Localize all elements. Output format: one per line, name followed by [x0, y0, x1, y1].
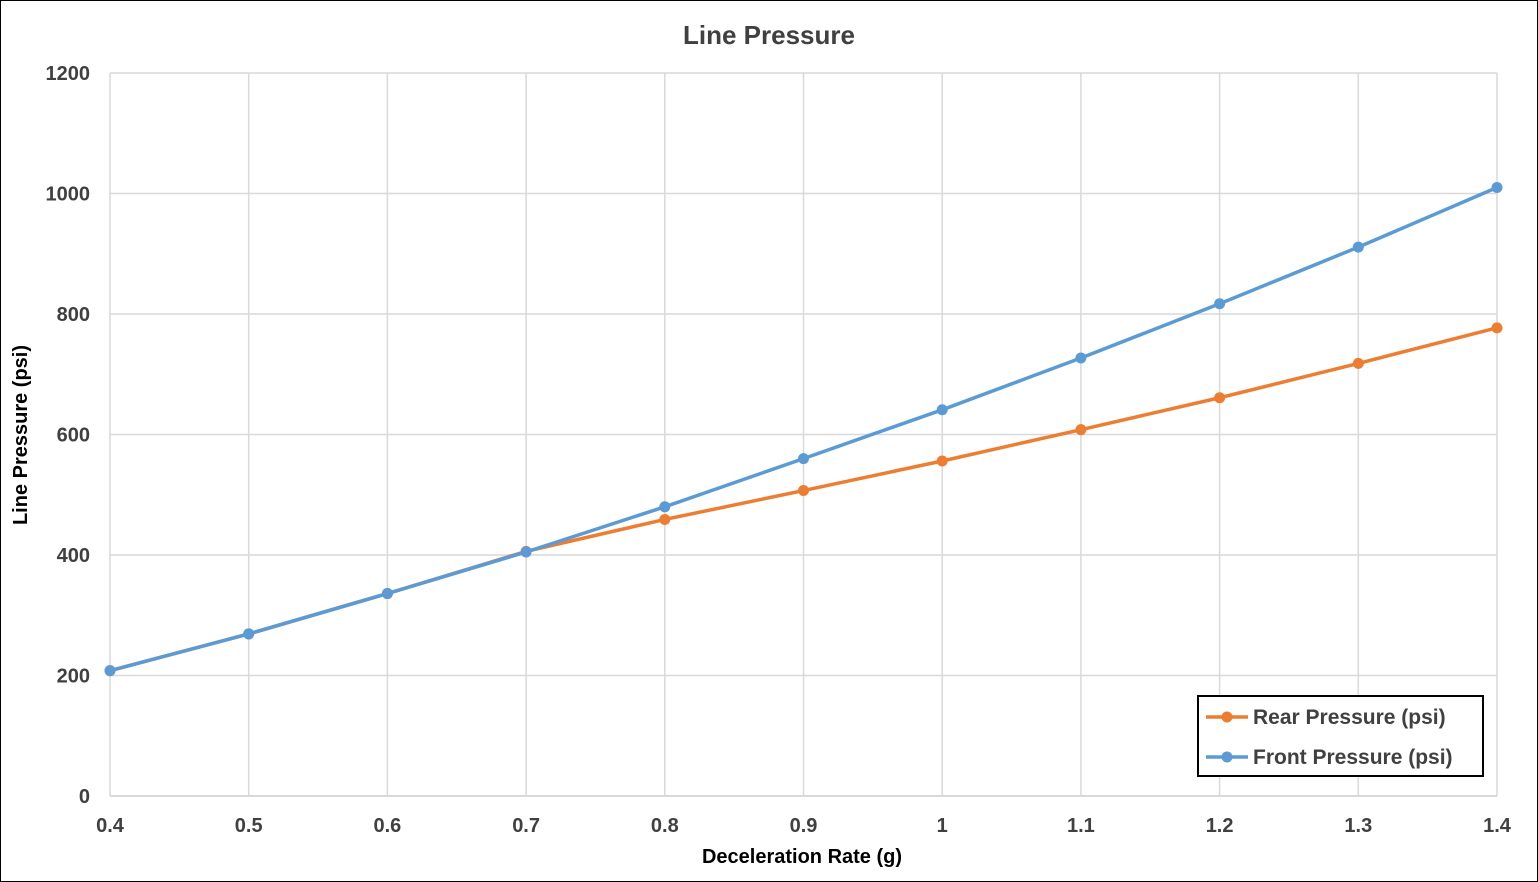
y-tick-label: 1200	[46, 63, 91, 85]
y-axis-label: Line Pressure (psi)	[10, 345, 32, 525]
legend-label: Rear Pressure (psi)	[1253, 706, 1446, 729]
series-0-point	[798, 485, 809, 497]
series-1-point	[104, 665, 116, 677]
series-1-point	[936, 404, 948, 416]
x-tick-label: 0.6	[373, 815, 401, 837]
x-tick-label: 1.4	[1483, 815, 1512, 837]
series-1-point	[1214, 298, 1226, 310]
y-tick-label: 0	[79, 786, 90, 808]
legend-swatch-marker	[1221, 711, 1233, 723]
y-tick-label: 1000	[46, 184, 91, 206]
x-tick-label: 1.2	[1206, 815, 1234, 837]
series-1-point	[659, 501, 671, 513]
series-1-point	[381, 588, 393, 600]
series-lines	[104, 181, 1503, 677]
series-0-point	[1075, 424, 1087, 436]
series-1-point	[243, 628, 255, 640]
y-axis-ticks: 0 200 400 600 800 1000 1200	[46, 63, 91, 808]
chart-title: Line Pressure	[683, 20, 855, 50]
series-1-point	[1491, 181, 1503, 193]
y-tick-label: 600	[57, 425, 90, 447]
x-tick-label: 0.9	[790, 815, 818, 837]
x-axis-label: Deceleration Rate (g)	[702, 846, 902, 868]
y-tick-label: 400	[57, 545, 90, 567]
legend-label: Front Pressure (psi)	[1253, 746, 1453, 769]
series-1-point	[1352, 241, 1364, 253]
series-0-point	[1214, 392, 1226, 404]
x-tick-label: 1.1	[1067, 815, 1095, 837]
x-tick-label: 0.7	[512, 815, 540, 837]
series-0-point	[936, 455, 948, 467]
x-tick-label: 0.4	[96, 815, 125, 837]
legend-box	[1197, 695, 1484, 777]
x-tick-label: 1	[937, 815, 948, 837]
x-tick-label: 0.8	[651, 815, 679, 837]
series-0-point	[659, 513, 671, 525]
x-axis-ticks: 0.4 0.5 0.6 0.7 0.8 0.9 1 1.1 1.2 1.3 1.4	[96, 815, 1512, 837]
y-tick-label: 800	[57, 304, 90, 326]
legend: Rear Pressure (psi) Front Pressure (psi)	[1197, 695, 1484, 777]
series-1-point	[520, 546, 532, 558]
legend-swatch-marker	[1221, 751, 1233, 763]
gridlines	[109, 72, 1498, 797]
series-1-point	[1075, 352, 1087, 364]
series-0-point	[1491, 322, 1503, 334]
x-tick-label: 0.5	[235, 815, 263, 837]
x-tick-label: 1.3	[1344, 815, 1372, 837]
series-1-point	[798, 453, 809, 465]
series-0-point	[1352, 357, 1364, 369]
y-tick-label: 200	[57, 666, 90, 688]
